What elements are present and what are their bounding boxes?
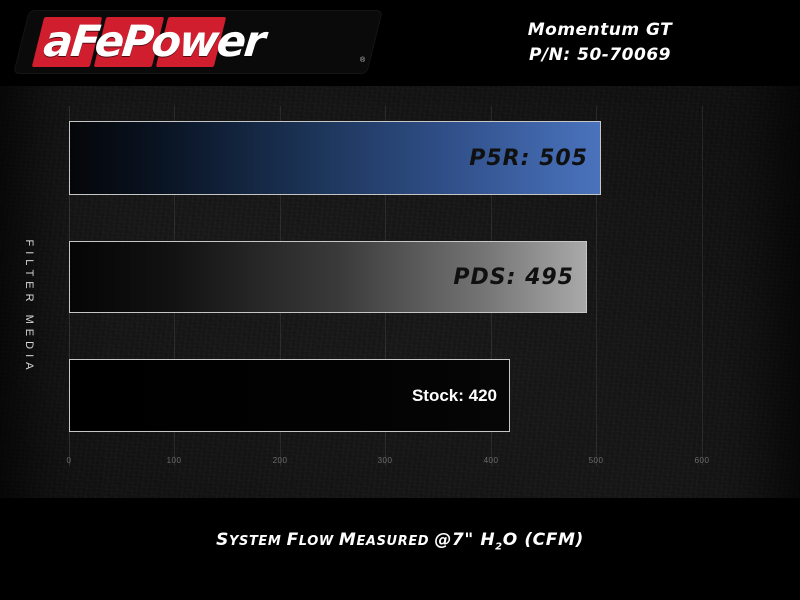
x-tick-400: 400 <box>483 456 499 465</box>
caption-s2r: LOW <box>298 534 339 549</box>
x-tick-500: 500 <box>588 456 604 465</box>
gridline-500 <box>596 106 597 466</box>
product-name: Momentum GT <box>527 20 673 40</box>
caption-s3r: EASURED <box>356 534 435 549</box>
caption-s1r: YSTEM <box>228 534 287 549</box>
bar-stock: Stock: 420 <box>69 359 510 432</box>
bar-label-pds: PDS: 495 <box>453 264 574 290</box>
afe-power-logo: aFePower ® <box>14 11 382 73</box>
caption-s3: M <box>338 530 357 550</box>
y-axis-title: FILTER MEDIA <box>22 212 36 402</box>
caption-s4: @7" H <box>434 530 496 550</box>
y-axis-title-label: FILTER MEDIA <box>23 239 35 375</box>
bar-label-stock: Stock: 420 <box>411 385 497 405</box>
bar-pds: PDS: 495 <box>69 241 587 313</box>
x-tick-300: 300 <box>377 456 393 465</box>
caption-band: SYSTEM FLOW MEASURED @7" H2O (CFM) <box>0 498 800 600</box>
gridline-600 <box>702 106 703 466</box>
bar-p5r: P5R: 505 <box>69 121 601 195</box>
caption-s4b: O <box>502 530 525 550</box>
x-axis-ticks: 0 100 200 300 400 500 600 <box>0 456 800 476</box>
plot-area: P5R: 505 PDS: 495 Stock: 420 0 100 200 3… <box>0 86 800 476</box>
x-tick-600: 600 <box>694 456 710 465</box>
x-tick-200: 200 <box>272 456 288 465</box>
header-bar: aFePower ® Momentum GT P/N: 50-70069 <box>0 0 800 86</box>
caption-subscript: 2 <box>495 541 503 553</box>
registered-trademark-icon: ® <box>360 57 366 64</box>
bar-label-p5r: P5R: 505 <box>469 145 588 171</box>
caption-s5: (CFM) <box>524 530 584 550</box>
caption-s2: F <box>286 530 299 550</box>
x-tick-0: 0 <box>66 456 72 465</box>
product-info: Momentum GT P/N: 50-70069 <box>430 18 770 68</box>
logo-wordmark: aFePower <box>41 17 267 67</box>
x-axis-caption: SYSTEM FLOW MEASURED @7" H2O (CFM) <box>0 530 800 552</box>
product-part-number: P/N: 50-70069 <box>529 45 671 65</box>
x-tick-100: 100 <box>166 456 182 465</box>
caption-s1: S <box>216 530 229 550</box>
